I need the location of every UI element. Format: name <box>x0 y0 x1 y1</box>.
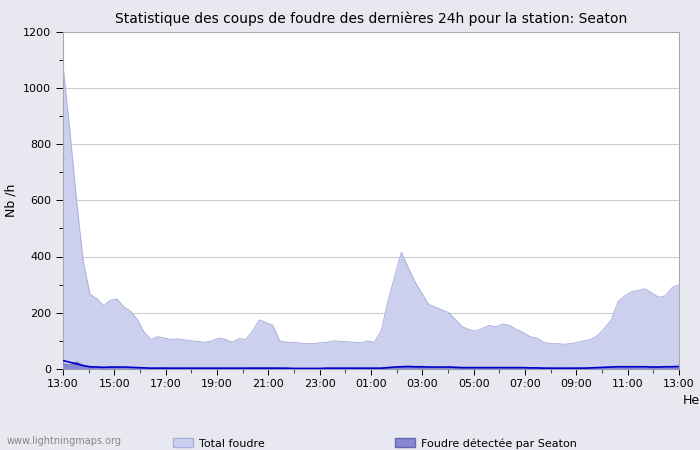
Text: www.lightningmaps.org: www.lightningmaps.org <box>7 436 122 446</box>
Text: Heure: Heure <box>683 394 700 407</box>
Legend: Total foudre, Moyenne de toutes les stations, Foudre détectée par Seaton: Total foudre, Moyenne de toutes les stat… <box>174 438 577 450</box>
Y-axis label: Nb /h: Nb /h <box>4 184 18 217</box>
Title: Statistique des coups de foudre des dernières 24h pour la station: Seaton: Statistique des coups de foudre des dern… <box>115 12 627 26</box>
